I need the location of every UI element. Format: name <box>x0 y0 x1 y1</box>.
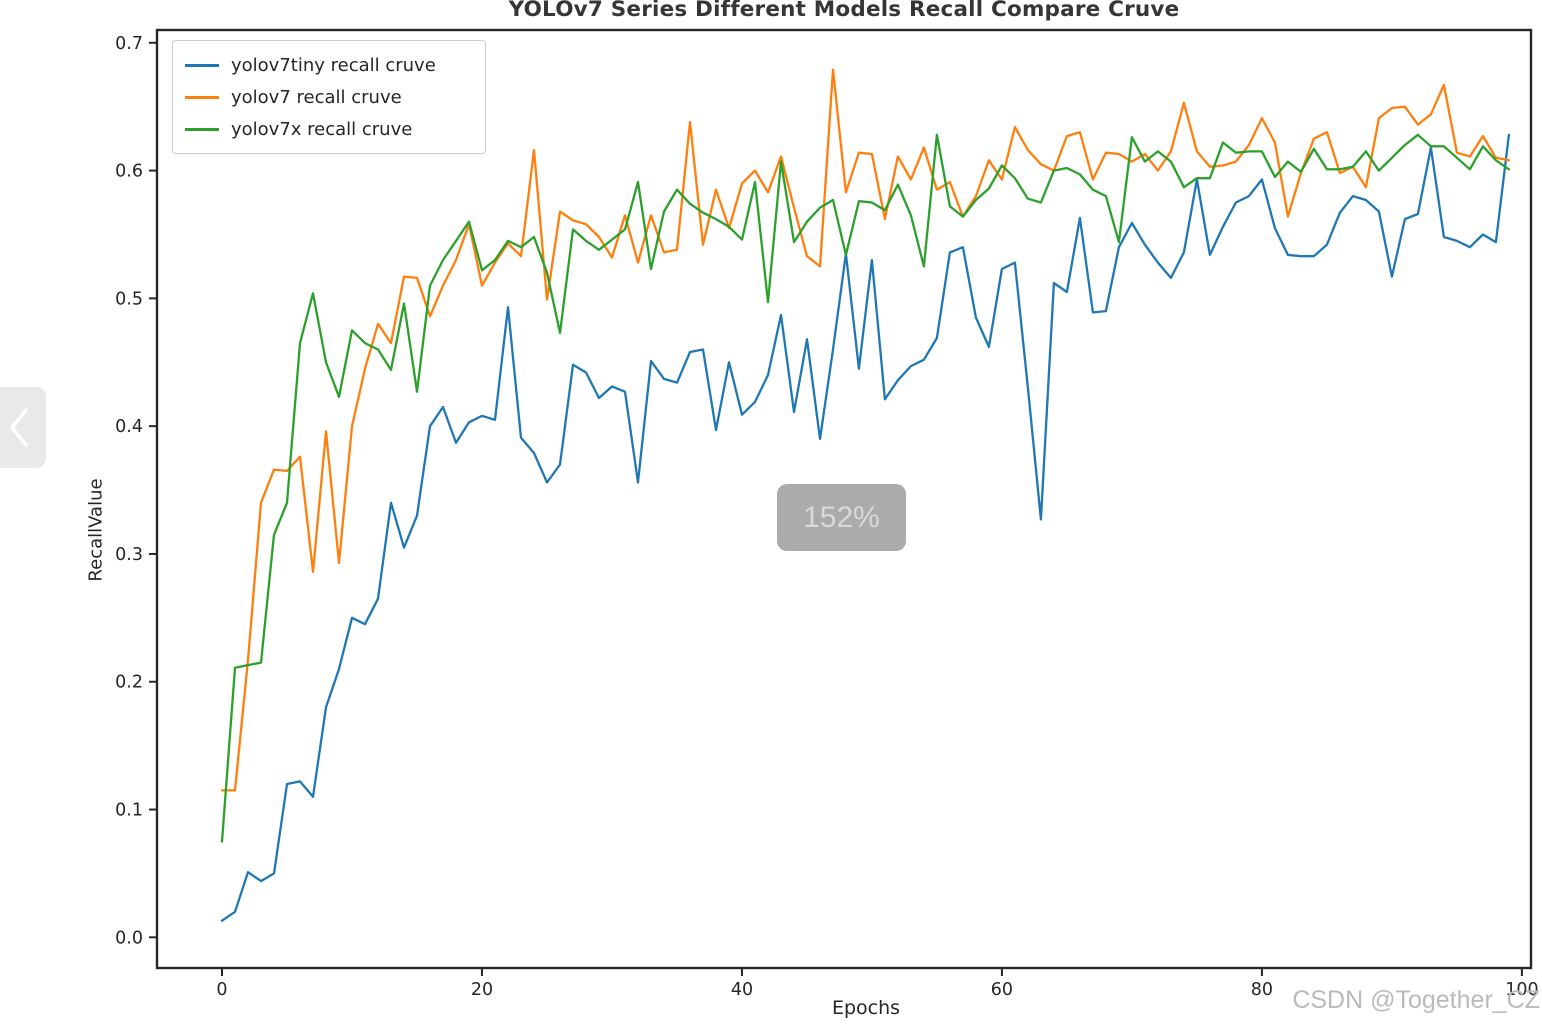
x-tick-label: 100 <box>1505 980 1538 1000</box>
x-tick-label: 20 <box>471 980 493 1000</box>
series-line <box>220 133 1511 922</box>
zoom-level-badge: 152% <box>777 484 906 551</box>
yolov7x-line-swatch <box>185 127 219 131</box>
series-line <box>220 68 1511 792</box>
y-tick-label: 0.5 <box>115 289 143 309</box>
y-tick-label: 0.6 <box>115 162 143 182</box>
y-tick-label: 0.7 <box>115 34 143 54</box>
y-tick-label: 0.3 <box>115 545 143 565</box>
yolov7tiny-line-swatch <box>185 63 219 67</box>
x-tick-label: 40 <box>731 980 753 1000</box>
y-tick-label: 0.2 <box>115 673 143 693</box>
x-tick-label: 60 <box>991 980 1013 1000</box>
legend-item-yolov7x: yolov7x recall cruve <box>185 113 473 145</box>
chart-title: YOLOv7 Series Different Models Recall Co… <box>508 0 1180 22</box>
x-tick-label: 0 <box>216 980 227 1000</box>
chevron-left-icon <box>10 408 28 447</box>
legend-label: yolov7tiny recall cruve <box>231 54 436 76</box>
x-axis-label: Epochs <box>831 997 901 1019</box>
collapse-sidebar-button[interactable] <box>0 387 46 468</box>
chart-legend: yolov7tiny recall cruve yolov7 recall cr… <box>172 40 486 154</box>
legend-item-yolov7tiny: yolov7tiny recall cruve <box>185 49 473 81</box>
x-tick-label: 80 <box>1251 980 1273 1000</box>
y-tick-label: 0.4 <box>115 417 143 437</box>
yolov7-line-swatch <box>185 95 219 99</box>
watermark: CSDN @Together_CZ <box>1292 986 1540 1014</box>
y-tick-label: 0.1 <box>115 801 143 821</box>
y-axis-label: RecallValue <box>85 478 107 582</box>
legend-label: yolov7 recall cruve <box>231 86 402 108</box>
series-line <box>220 133 1511 843</box>
legend-label: yolov7x recall cruve <box>231 118 413 140</box>
legend-item-yolov7: yolov7 recall cruve <box>185 81 473 113</box>
zoom-level-value: 152% <box>803 500 880 534</box>
y-tick-label: 0.0 <box>115 928 143 948</box>
